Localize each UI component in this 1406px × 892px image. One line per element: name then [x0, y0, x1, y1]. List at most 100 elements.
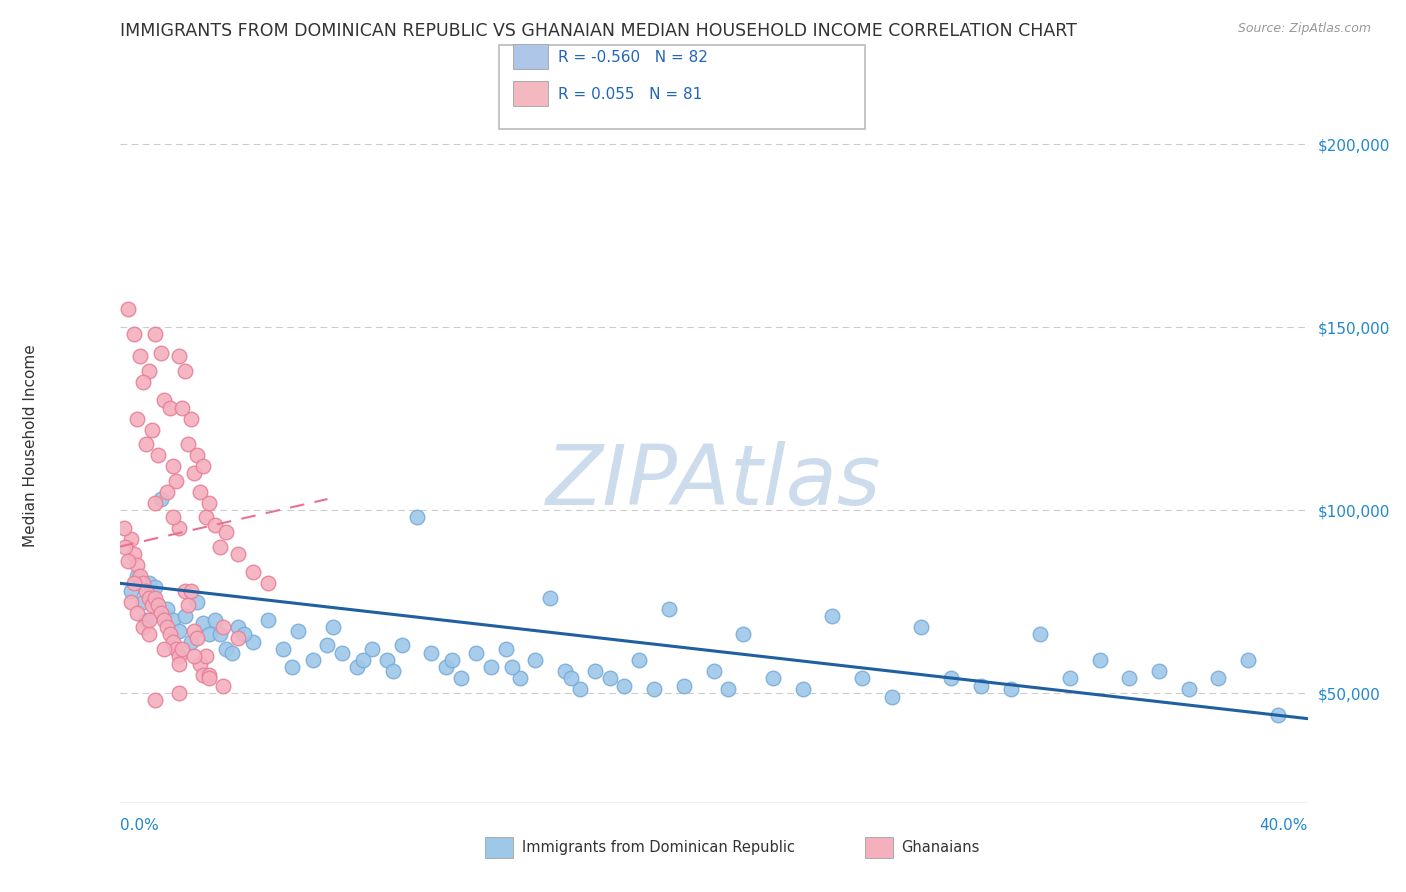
Point [146, 598, 169, 612]
Point [228, 620, 250, 634]
Point [188, 657, 211, 671]
Point [153, 613, 176, 627]
Point [191, 459, 214, 474]
Point [450, 672, 472, 686]
Point [124, 576, 146, 591]
Point [554, 664, 576, 678]
Point [271, 642, 294, 657]
Point [330, 646, 353, 660]
Point [209, 627, 232, 641]
Point [159, 401, 181, 415]
Point [129, 349, 152, 363]
Point [538, 591, 561, 605]
Point [143, 327, 166, 342]
Point [495, 642, 517, 657]
Point [120, 594, 142, 608]
Point [375, 653, 398, 667]
Point [197, 627, 219, 641]
Text: 40.0%: 40.0% [1260, 818, 1308, 832]
Point [242, 566, 264, 580]
Point [156, 620, 179, 634]
Point [191, 616, 214, 631]
Point [194, 510, 217, 524]
Point [1000, 682, 1022, 697]
Point [141, 591, 163, 605]
Point [970, 679, 993, 693]
Point [880, 690, 903, 704]
Point [233, 627, 256, 641]
Point [568, 682, 591, 697]
Point [165, 642, 187, 657]
Point [464, 646, 488, 660]
Point [228, 631, 250, 645]
Point [599, 672, 621, 686]
Point [197, 667, 219, 681]
Point [132, 375, 155, 389]
Point [156, 484, 179, 499]
Point [1267, 708, 1289, 723]
Point [177, 437, 200, 451]
Point [170, 642, 193, 657]
Point [138, 591, 160, 605]
Point [132, 620, 155, 634]
Point [141, 423, 163, 437]
Point [215, 642, 238, 657]
Point [114, 540, 136, 554]
Point [146, 448, 169, 462]
Text: R = -0.560   N = 82: R = -0.560 N = 82 [558, 50, 709, 64]
Point [391, 639, 413, 653]
Point [153, 393, 176, 408]
Point [124, 547, 146, 561]
Point [177, 598, 200, 612]
Point [167, 349, 190, 363]
Point [188, 484, 211, 499]
Text: Median Household Income: Median Household Income [24, 344, 38, 548]
Point [381, 664, 404, 678]
Point [257, 613, 280, 627]
Point [180, 411, 202, 425]
Point [204, 517, 226, 532]
Text: Immigrants from Dominican Republic: Immigrants from Dominican Republic [522, 840, 794, 855]
Point [159, 627, 181, 641]
Point [501, 660, 523, 674]
Point [560, 672, 582, 686]
Point [117, 554, 139, 568]
Point [173, 364, 195, 378]
Point [197, 496, 219, 510]
Point [405, 510, 427, 524]
Point [204, 613, 226, 627]
Point [162, 634, 184, 648]
Point [733, 627, 755, 641]
Point [212, 679, 235, 693]
Point [316, 639, 339, 653]
Point [1118, 672, 1140, 686]
Point [702, 664, 725, 678]
Point [322, 620, 344, 634]
Point [162, 459, 184, 474]
Point [910, 620, 932, 634]
Point [138, 627, 160, 641]
Point [127, 606, 149, 620]
Text: IMMIGRANTS FROM DOMINICAN REPUBLIC VS GHANAIAN MEDIAN HOUSEHOLD INCOME CORRELATI: IMMIGRANTS FROM DOMINICAN REPUBLIC VS GH… [120, 22, 1077, 40]
Point [717, 682, 740, 697]
Point [143, 693, 166, 707]
Point [143, 580, 166, 594]
Point [257, 576, 280, 591]
Point [132, 576, 155, 591]
Point [120, 533, 142, 547]
Point [346, 660, 368, 674]
Point [186, 631, 208, 645]
Point [287, 624, 309, 638]
Point [281, 660, 304, 674]
Point [186, 448, 208, 462]
Text: Source: ZipAtlas.com: Source: ZipAtlas.com [1237, 22, 1371, 36]
Point [120, 583, 142, 598]
Point [129, 569, 152, 583]
Point [509, 672, 531, 686]
Point [434, 660, 457, 674]
Point [183, 649, 205, 664]
Point [150, 345, 173, 359]
Point [167, 657, 190, 671]
Point [135, 437, 157, 451]
Point [132, 594, 155, 608]
